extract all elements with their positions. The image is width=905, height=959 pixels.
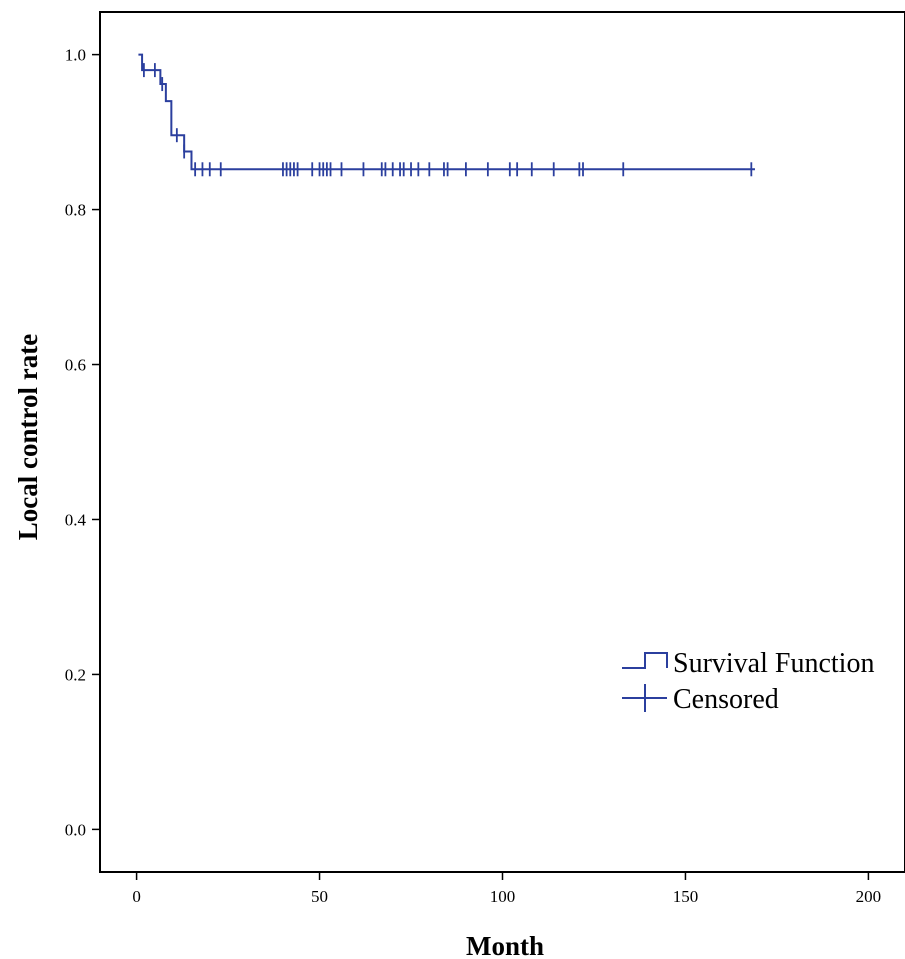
x-tick-label: 50 bbox=[311, 887, 328, 906]
x-axis: 0 50 100 150 200 bbox=[132, 872, 881, 906]
x-tick-label: 100 bbox=[490, 887, 516, 906]
x-tick-label: 150 bbox=[673, 887, 699, 906]
y-axis: 0.0 0.2 0.4 0.6 0.8 1.0 bbox=[65, 46, 100, 839]
x-tick-label: 200 bbox=[856, 887, 882, 906]
y-tick-label: 0.2 bbox=[65, 665, 86, 684]
y-tick-label: 1.0 bbox=[65, 46, 86, 65]
legend-survival-function-label: Survival Function bbox=[673, 648, 874, 679]
y-tick-label: 0.0 bbox=[65, 820, 86, 839]
plot-frame bbox=[99, 11, 905, 873]
x-tick-label: 0 bbox=[132, 887, 141, 906]
legend: Survival Function Censored bbox=[622, 648, 874, 715]
survival-function-line bbox=[138, 53, 755, 171]
legend-censored-icon bbox=[622, 684, 667, 712]
x-axis-title: Month bbox=[466, 931, 544, 959]
y-tick-label: 0.6 bbox=[65, 356, 86, 375]
censored-marks bbox=[143, 63, 753, 177]
y-tick-label: 0.8 bbox=[65, 201, 86, 220]
legend-censored-label: Censored bbox=[673, 684, 779, 715]
legend-step-icon bbox=[622, 652, 668, 669]
y-axis-title: Local control rate bbox=[13, 334, 43, 540]
y-tick-label: 0.4 bbox=[65, 510, 87, 529]
